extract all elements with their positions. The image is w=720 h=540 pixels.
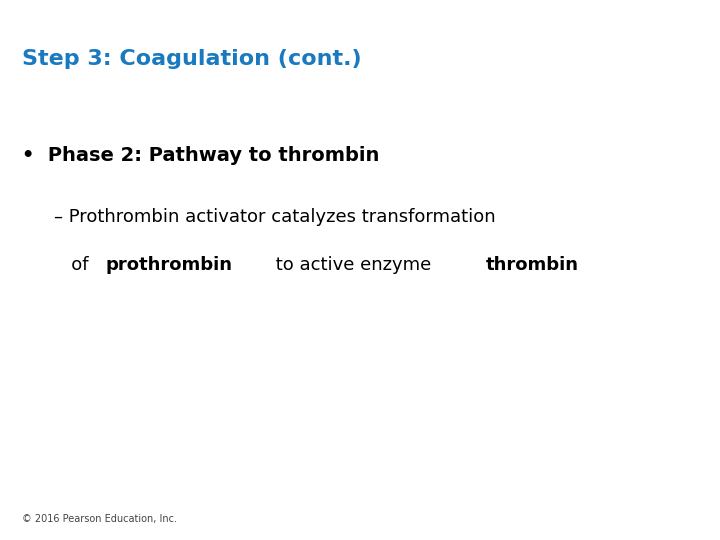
Text: prothrombin: prothrombin <box>106 256 233 274</box>
Text: – Prothrombin activator catalyzes transformation: – Prothrombin activator catalyzes transf… <box>54 208 495 226</box>
Text: thrombin: thrombin <box>485 256 578 274</box>
Text: Step 3: Coagulation (cont.): Step 3: Coagulation (cont.) <box>22 49 361 69</box>
Text: © 2016 Pearson Education, Inc.: © 2016 Pearson Education, Inc. <box>22 514 176 524</box>
Text: to active enzyme: to active enzyme <box>270 256 437 274</box>
Text: of: of <box>54 256 94 274</box>
Text: •  Phase 2: Pathway to thrombin: • Phase 2: Pathway to thrombin <box>22 146 379 165</box>
